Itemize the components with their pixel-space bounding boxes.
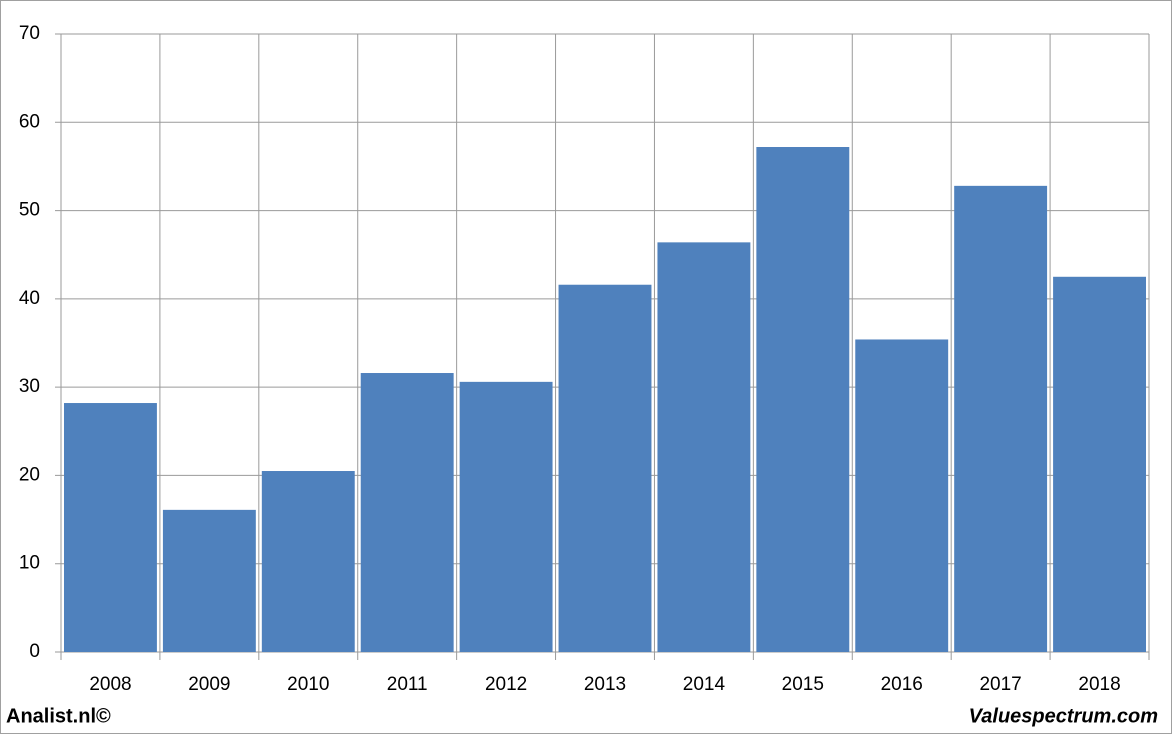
bar [261,471,355,652]
bar [756,147,850,652]
x-tick-label: 2011 [387,674,428,695]
y-tick-label: 0 [29,641,40,662]
footer-right: Valuespectrum.com [969,705,1158,727]
x-tick-label: 2017 [979,674,1021,695]
bar [855,339,949,652]
footer-left: Analist.nl© [6,705,111,727]
bar [657,242,751,652]
y-tick-label: 20 [19,464,40,485]
y-tick-label: 70 [19,23,40,44]
y-tick-label: 50 [19,200,40,221]
x-tick-label: 2015 [782,674,824,695]
bar [360,373,454,652]
x-tick-label: 2008 [89,674,131,695]
x-tick-label: 2014 [683,674,726,695]
y-tick-label: 10 [19,553,40,574]
bar [64,403,157,652]
y-tick-label: 30 [19,376,40,397]
x-tick-label: 2010 [287,674,329,695]
x-tick-label: 2012 [485,674,527,695]
y-tick-label: 60 [19,111,40,132]
x-tick-label: 2009 [188,674,230,695]
x-tick-label: 2016 [881,674,923,695]
bar [459,381,553,652]
x-tick-label: 2013 [584,674,626,695]
bar [558,284,652,652]
x-tick-label: 2018 [1078,674,1120,695]
bar [162,509,256,652]
y-tick-label: 40 [19,288,40,309]
bar [954,185,1048,652]
bar [1053,276,1146,652]
